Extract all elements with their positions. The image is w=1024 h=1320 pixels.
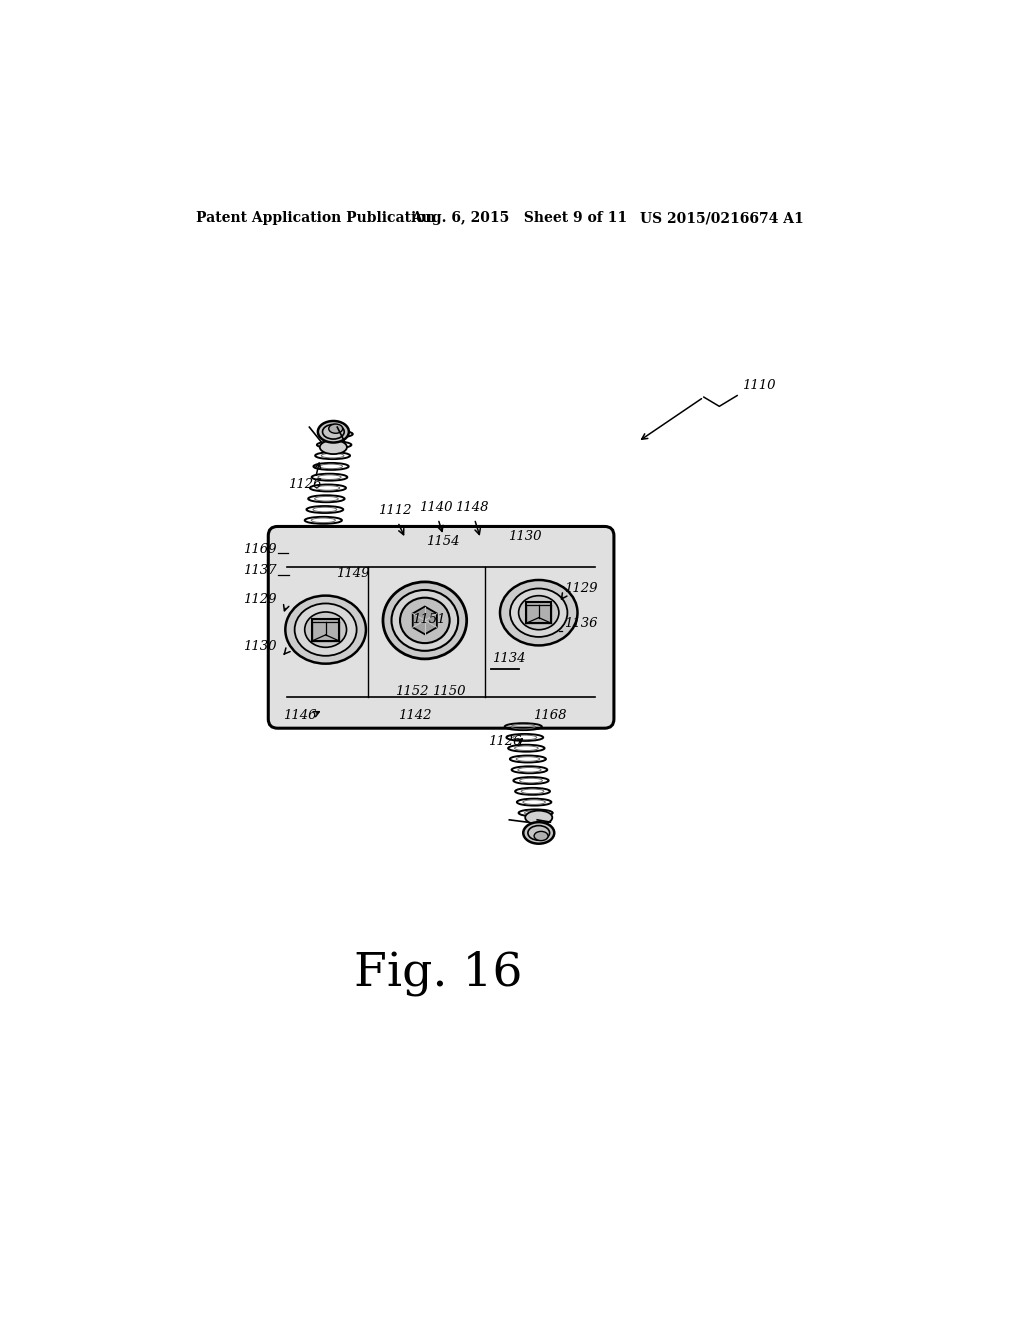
Text: 1129: 1129 [243, 594, 276, 606]
FancyBboxPatch shape [268, 527, 614, 729]
Text: 1142: 1142 [397, 709, 431, 722]
Ellipse shape [305, 612, 346, 647]
FancyBboxPatch shape [526, 602, 551, 623]
Text: 1154: 1154 [426, 535, 460, 548]
Ellipse shape [500, 579, 578, 645]
Text: 1149: 1149 [336, 566, 370, 579]
Ellipse shape [286, 595, 366, 664]
Text: 1126: 1126 [289, 478, 322, 491]
Ellipse shape [329, 424, 343, 433]
Text: 1134: 1134 [493, 652, 525, 665]
Text: Fig. 16: Fig. 16 [353, 950, 522, 995]
Text: Patent Application Publication: Patent Application Publication [197, 211, 436, 226]
Text: 1140: 1140 [419, 502, 453, 513]
Ellipse shape [535, 832, 548, 841]
Text: US 2015/0216674 A1: US 2015/0216674 A1 [640, 211, 803, 226]
Ellipse shape [317, 421, 349, 442]
Text: 1130: 1130 [243, 640, 276, 652]
Ellipse shape [391, 590, 458, 651]
Ellipse shape [295, 603, 356, 656]
Text: 1110: 1110 [742, 379, 776, 392]
Text: 1126: 1126 [488, 735, 522, 748]
Text: 1152: 1152 [395, 685, 429, 698]
Polygon shape [413, 607, 437, 635]
Text: 1169: 1169 [243, 543, 276, 556]
Ellipse shape [525, 810, 552, 825]
Ellipse shape [510, 589, 567, 638]
Text: 1148: 1148 [455, 502, 488, 513]
Ellipse shape [383, 582, 467, 659]
Ellipse shape [319, 441, 347, 454]
Ellipse shape [518, 595, 559, 630]
Text: 1112: 1112 [378, 504, 412, 517]
Text: 1137: 1137 [243, 564, 276, 577]
Ellipse shape [400, 598, 450, 643]
FancyBboxPatch shape [312, 619, 339, 640]
Text: 1136: 1136 [564, 616, 598, 630]
Ellipse shape [523, 822, 554, 843]
Text: 1130: 1130 [508, 531, 542, 544]
Text: Aug. 6, 2015   Sheet 9 of 11: Aug. 6, 2015 Sheet 9 of 11 [411, 211, 627, 226]
Text: 1150: 1150 [432, 685, 465, 698]
Text: 1146: 1146 [283, 709, 316, 722]
Text: 1129: 1129 [564, 582, 598, 595]
Text: 1151: 1151 [412, 612, 445, 626]
Text: 1168: 1168 [534, 709, 567, 722]
